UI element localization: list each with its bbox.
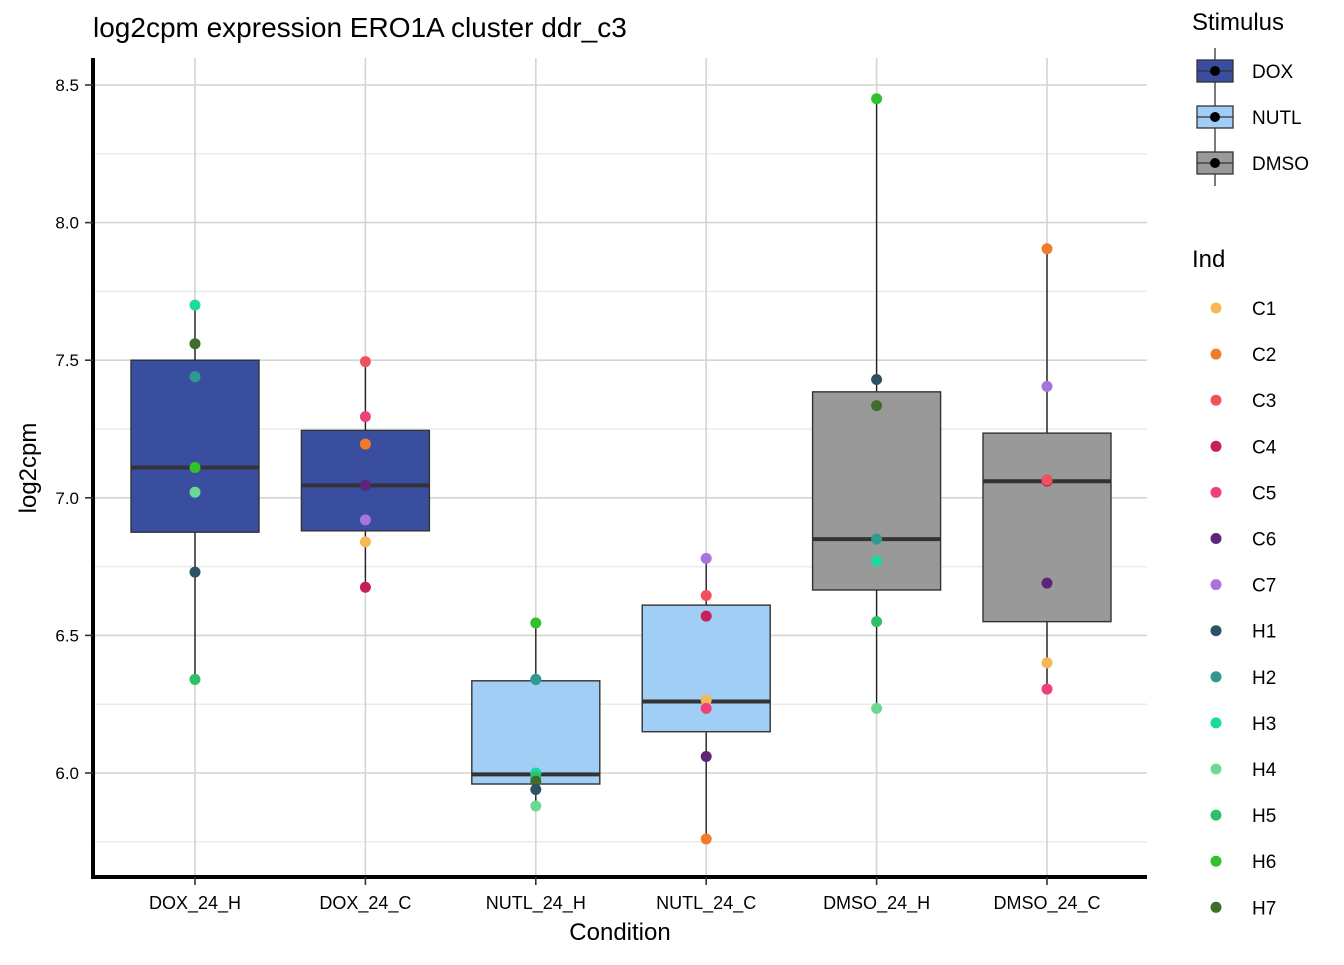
x-tick-label-2: NUTL_24_H: [486, 893, 586, 914]
data-point-NUTL_24_C-C2-28: [700, 833, 712, 845]
box-DMSO_24_C: [982, 432, 1112, 623]
data-point-NUTL_24_C-C3-23: [700, 589, 712, 601]
y-tick-label-0: 6.0: [55, 764, 79, 783]
legend-ind-label-C5: C5: [1252, 483, 1276, 504]
data-point-DOX_24_C-C1-12: [359, 536, 371, 548]
legend-ind-key-C7: [1210, 579, 1222, 591]
data-point-DOX_24_C-C4-13: [359, 581, 371, 593]
legend-ind-key-H2: [1210, 671, 1222, 683]
legend-ind-key-H6: [1210, 855, 1222, 867]
data-point-NUTL_24_H-H2-16: [530, 673, 542, 685]
data-point-DMSO_24_H-H7-31: [871, 400, 883, 412]
data-point-NUTL_24_C-C5-26: [700, 702, 712, 714]
legend-ind-label-C6: C6: [1252, 530, 1276, 551]
legend-ind-label-H7: H7: [1252, 898, 1276, 919]
y-axis-label: log2cpm: [15, 423, 42, 514]
y-tick-label-4: 8.0: [55, 214, 79, 233]
legend-ind-label-C2: C2: [1252, 345, 1276, 366]
x-axis-label: Condition: [569, 919, 670, 946]
legend-ind-label-C7: C7: [1252, 576, 1276, 597]
data-point-DOX_24_H-H4-4: [189, 486, 201, 498]
data-point-NUTL_24_C-C6-27: [700, 750, 712, 762]
legend-ind-key-H1: [1210, 625, 1222, 637]
data-point-DMSO_24_H-H5-34: [871, 616, 883, 628]
legend-stimulus-title: Stimulus: [1192, 9, 1284, 36]
data-point-DMSO_24_C-C1-41: [1041, 657, 1053, 669]
x-tick-label-1: DOX_24_C: [319, 893, 411, 914]
box-layer: [130, 98, 1112, 840]
legend-stimulus-dot-1: [1210, 112, 1220, 122]
legend-layer: Stimulus DOX NUTL DMSO Ind C1 C2 C3 C4 C5 C6 C7 H1 H2…: [1192, 9, 1309, 919]
data-point-DMSO_24_C-C6-40: [1041, 577, 1053, 589]
data-point-DMSO_24_H-H1-30: [871, 373, 883, 385]
legend-ind-key-C1: [1210, 302, 1222, 314]
x-tick-label-0: DOX_24_H: [149, 893, 241, 914]
chart-title: log2cpm expression ERO1A cluster ddr_c3: [93, 12, 627, 43]
legend-ind-key-H5: [1210, 809, 1222, 821]
legend-ind-label-H3: H3: [1252, 714, 1276, 735]
data-point-NUTL_24_C-C1-25: [700, 694, 712, 706]
data-point-DOX_24_C-C2-9: [359, 438, 371, 450]
data-point-DOX_24_C-C7-11: [359, 514, 371, 526]
legend-ind-label-H2: H2: [1252, 668, 1276, 689]
x-tick-label-5: DMSO_24_C: [993, 893, 1100, 914]
data-point-DMSO_24_C-C3-39: [1041, 474, 1053, 486]
data-point-DMSO_24_H-H6-29: [871, 93, 883, 105]
legend-ind-title: Ind: [1192, 246, 1225, 273]
x-tick-label-4: DMSO_24_H: [823, 893, 930, 914]
axis-layer: 6.0 6.5 7.0 7.5 8.0 8.5 DOX_24_H DOX_24_C NUTL_2…: [55, 58, 1147, 914]
x-tick-label-3: NUTL_24_C: [656, 893, 756, 914]
data-point-NUTL_24_H-H1-20: [530, 784, 542, 796]
data-point-DMSO_24_H-H2-32: [871, 533, 883, 545]
legend-ind-key-H7: [1210, 901, 1222, 913]
legend-ind-label-C1: C1: [1252, 299, 1276, 320]
legend-ind-label-H6: H6: [1252, 852, 1276, 873]
data-point-NUTL_24_H-H7-19: [530, 775, 542, 787]
data-point-DOX_24_C-C3-7: [359, 356, 371, 368]
data-point-DOX_24_H-H1-5: [189, 566, 201, 578]
point-layer: [189, 93, 1053, 845]
box-DOX_24_H: [130, 359, 260, 533]
legend-ind-key-H3: [1210, 717, 1222, 729]
legend-ind-key-C4: [1210, 440, 1222, 452]
legend-stimulus-label-NUTL: NUTL: [1252, 108, 1302, 129]
data-point-DOX_24_H-H3-0: [189, 299, 201, 311]
legend-ind-label-C4: C4: [1252, 437, 1277, 458]
legend-ind-key-C6: [1210, 533, 1222, 544]
data-point-DMSO_24_C-C7-37: [1041, 380, 1053, 392]
y-tick-label-5: 8.5: [55, 76, 79, 95]
data-point-NUTL_24_H-H4-21: [530, 800, 542, 812]
legend-ind-label-C3: C3: [1252, 391, 1276, 412]
data-point-NUTL_24_C-C7-22: [700, 552, 712, 564]
legend-ind-label-H4: H4: [1252, 760, 1277, 781]
legend-ind-label-H5: H5: [1252, 806, 1276, 827]
data-point-DMSO_24_C-C2-36: [1041, 243, 1053, 255]
data-point-DMSO_24_H-H3-33: [871, 555, 883, 567]
data-point-DOX_24_C-C6-10: [359, 479, 371, 491]
y-tick-label-2: 7.0: [55, 489, 79, 508]
data-point-DOX_24_C-C5-8: [359, 411, 371, 423]
data-point-DMSO_24_C-C5-42: [1041, 683, 1053, 695]
legend-stimulus-label-DMSO: DMSO: [1252, 154, 1309, 175]
data-point-DMSO_24_H-H4-35: [871, 702, 883, 714]
y-tick-label-1: 6.5: [55, 626, 79, 645]
data-point-NUTL_24_H-H6-14: [530, 617, 542, 629]
data-point-DOX_24_H-H7-1: [189, 338, 201, 350]
data-point-NUTL_24_C-C4-24: [700, 610, 712, 622]
legend-ind-key-C2: [1210, 348, 1222, 360]
legend-ind-key-C5: [1210, 486, 1222, 498]
data-point-DOX_24_H-H6-3: [189, 462, 201, 474]
y-tick-label-3: 7.5: [55, 351, 79, 370]
legend-ind-key-C3: [1210, 394, 1222, 406]
legend-stimulus-dot-2: [1210, 158, 1220, 168]
legend-ind-label-H1: H1: [1252, 622, 1276, 643]
data-point-DOX_24_H-H5-6: [189, 673, 201, 685]
legend-stimulus-dot-0: [1210, 66, 1220, 76]
data-point-DOX_24_H-H2-2: [189, 371, 201, 383]
legend-stimulus-label-DOX: DOX: [1252, 62, 1294, 83]
box-NUTL_24_H: [471, 680, 601, 785]
legend-ind-key-H4: [1210, 763, 1222, 775]
